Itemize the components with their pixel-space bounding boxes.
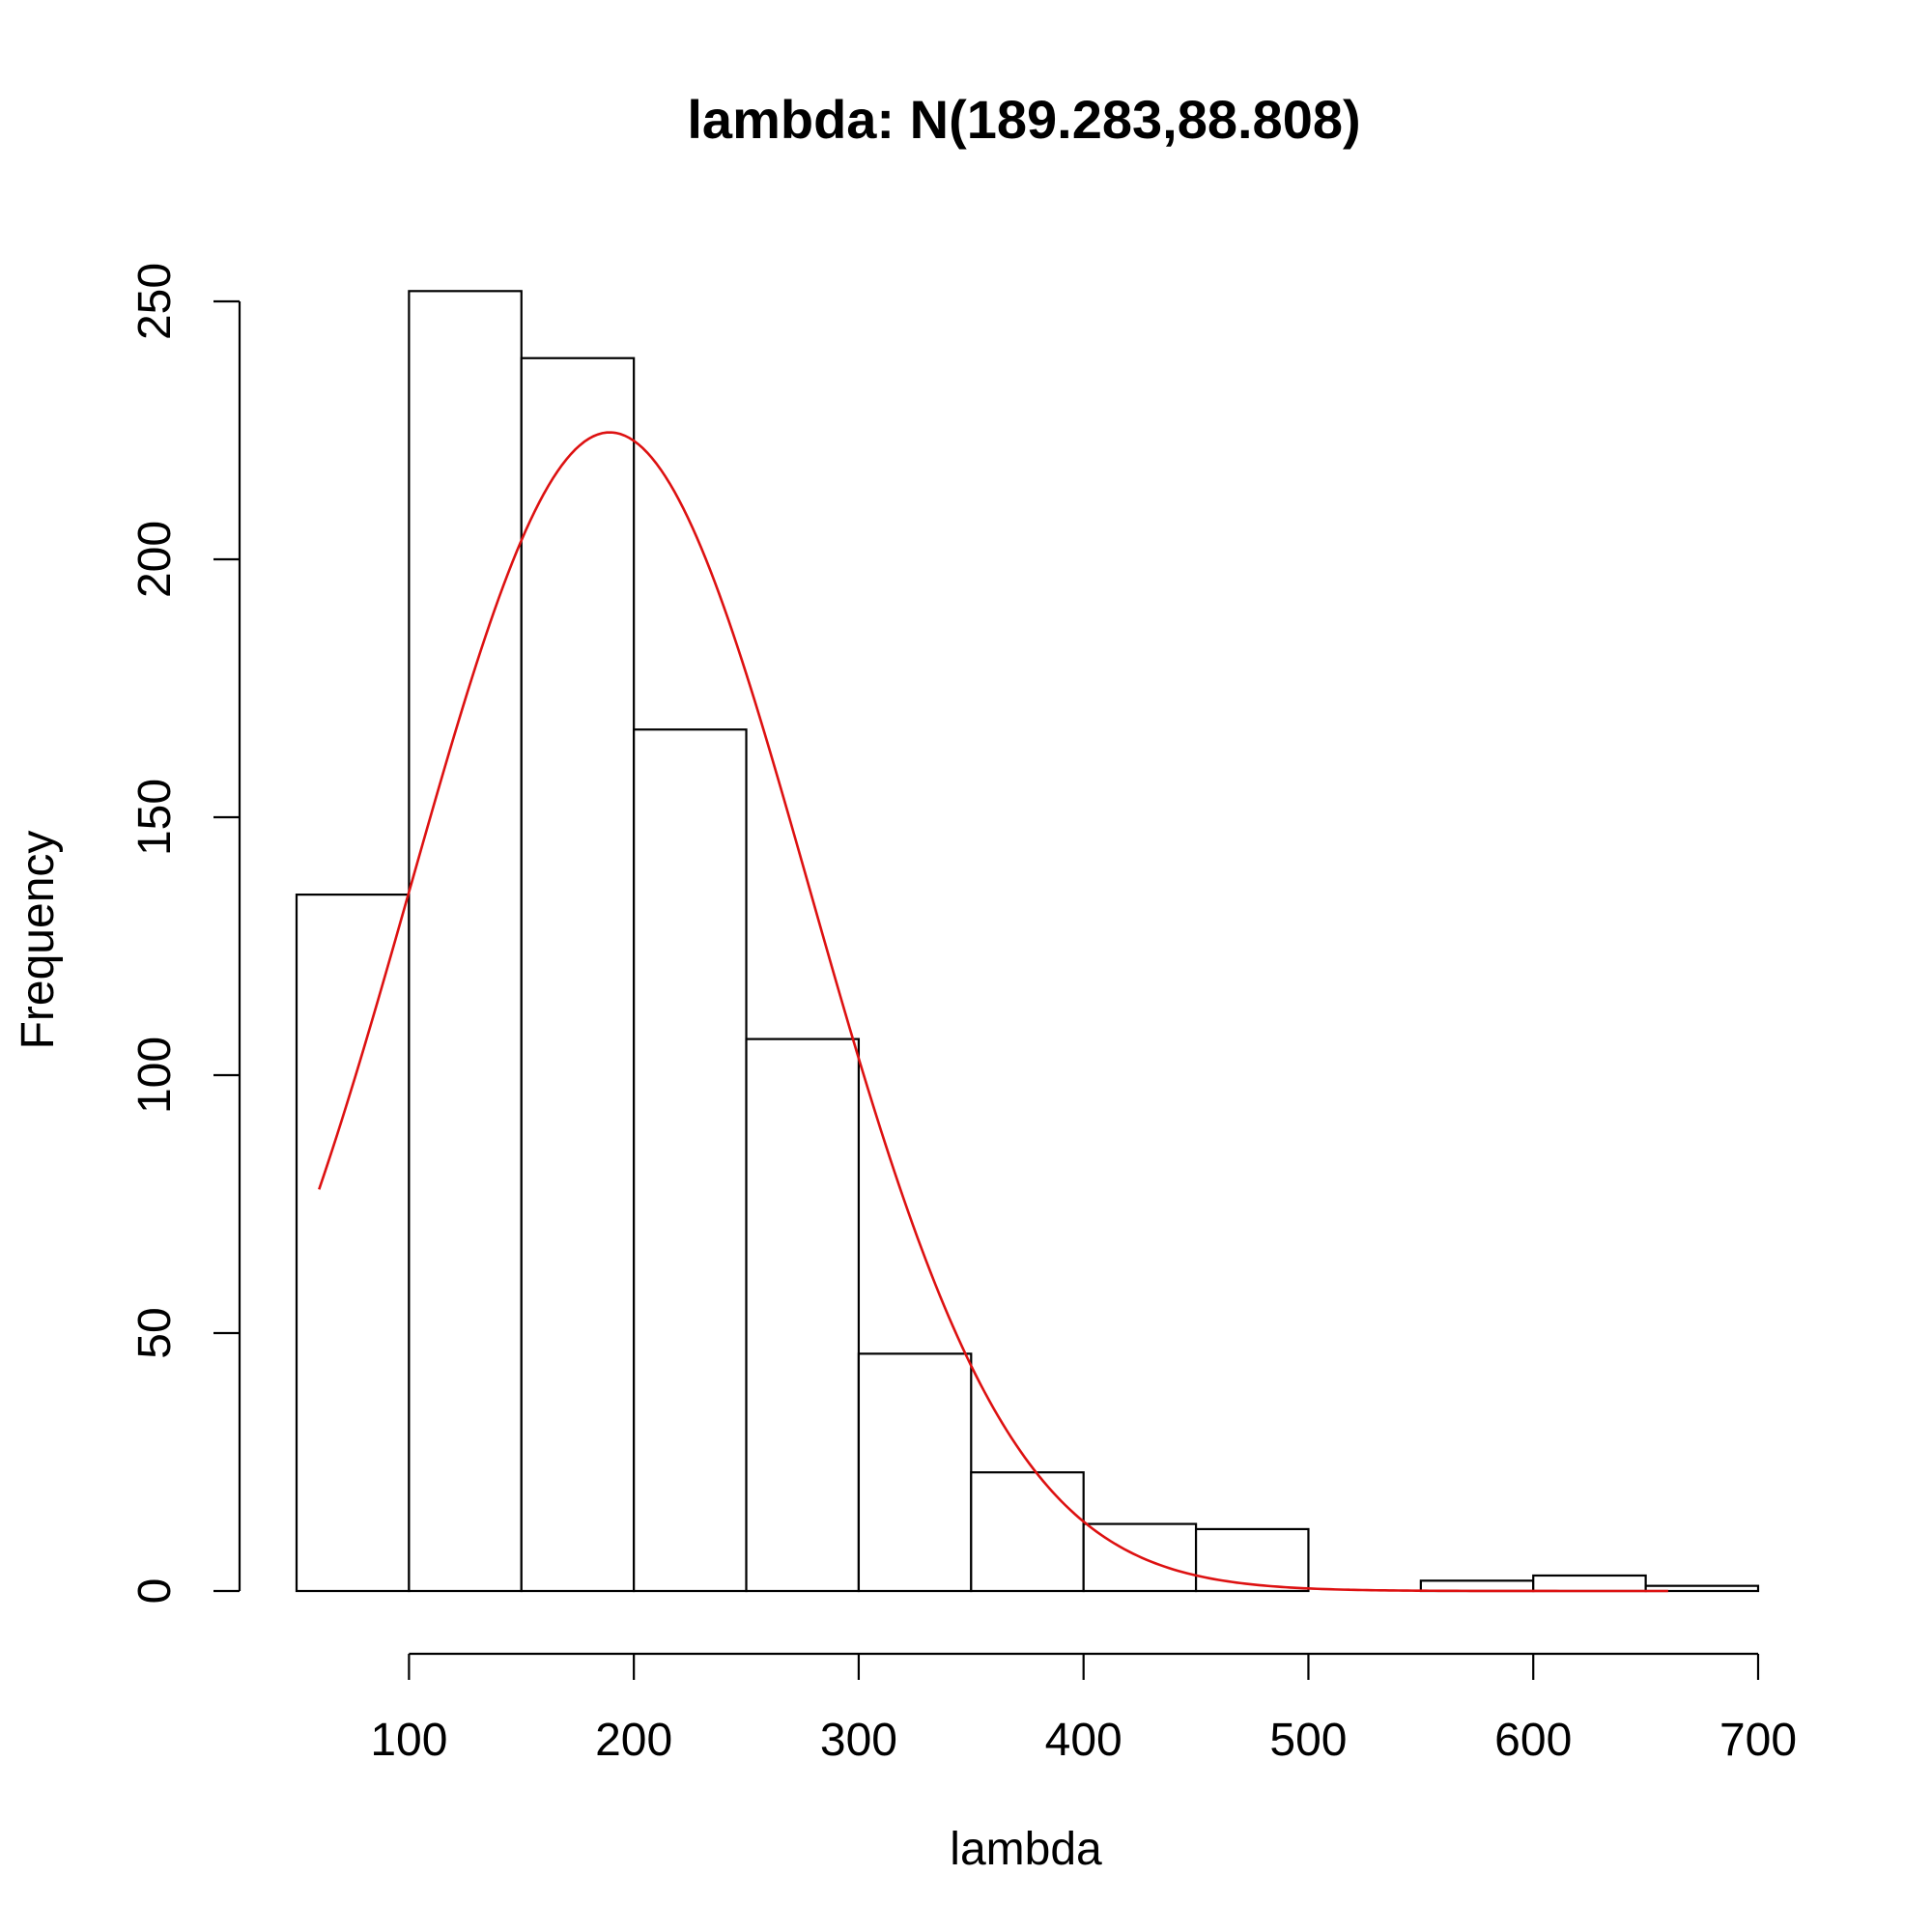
y-tick-label-250: 250: [129, 263, 181, 340]
x-tick-label-600: 600: [1494, 1715, 1572, 1766]
histogram-bar-250-300: [745, 1037, 861, 1593]
histogram-bar-550-600: [1419, 1579, 1535, 1593]
x-tick-label-500: 500: [1269, 1715, 1347, 1766]
y-tick-label-100: 100: [129, 1037, 181, 1114]
y-tick-label-0: 0: [129, 1578, 181, 1605]
histogram-bar-100-150: [408, 290, 523, 1593]
y-tick-label-150: 150: [129, 779, 181, 856]
x-axis: 100 200 300 400 500 600 700: [370, 1652, 1797, 1766]
y-tick-label-50: 50: [129, 1307, 181, 1358]
histogram-bar-300-350: [857, 1352, 973, 1593]
histogram-bar-50-100: [295, 893, 411, 1593]
histogram-bars: [295, 290, 1760, 1593]
x-axis-title: lambda: [950, 1824, 1102, 1875]
chart-title: lambda: N(189.283,88.808): [687, 89, 1360, 150]
x-tick-label-300: 300: [820, 1715, 897, 1766]
histogram-bar-650-700: [1644, 1584, 1760, 1593]
histogram-bar-350-400: [970, 1471, 1085, 1593]
x-tick-label-200: 200: [595, 1715, 672, 1766]
y-tick-label-200: 200: [129, 521, 181, 598]
histogram-bar-150-200: [520, 356, 636, 1593]
histogram-bar-200-250: [633, 728, 748, 1593]
y-axis: 0 50 100 150 200 250: [129, 263, 242, 1605]
x-tick-label-700: 700: [1719, 1715, 1797, 1766]
x-tick-label-100: 100: [370, 1715, 447, 1766]
histogram-bar-600-650: [1532, 1574, 1647, 1593]
y-axis-title: Frequency: [13, 831, 64, 1050]
x-tick-label-400: 400: [1045, 1715, 1122, 1766]
normal-density-curve: [318, 431, 1668, 1593]
histogram-bar-450-500: [1194, 1527, 1310, 1593]
